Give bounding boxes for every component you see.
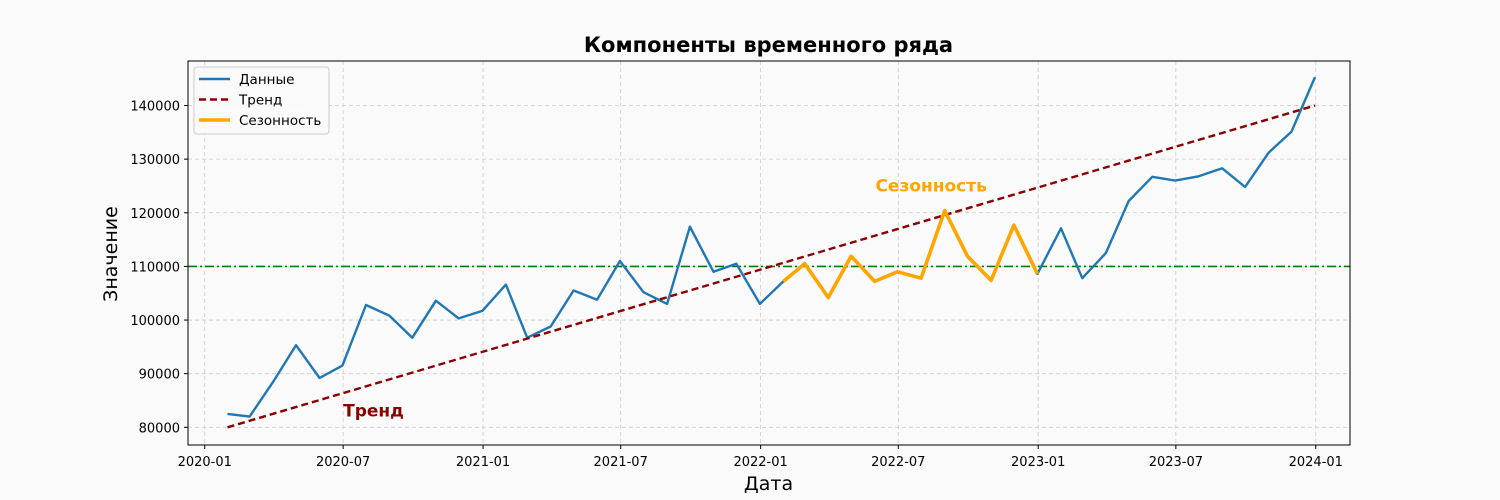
grid — [188, 61, 1350, 445]
x-tick-label: 2020-01 — [178, 455, 232, 470]
legend-label-3: Сезонность — [239, 113, 321, 129]
x-tick-label: 2021-07 — [594, 455, 648, 470]
y-tick-label: 140000 — [130, 100, 180, 115]
ticks: 2020-01 2020-07 2021-01 2021-07 2022-01 2022-… — [130, 100, 1343, 470]
annotations: Тренд Сезонность — [343, 176, 987, 421]
x-tick-label: 2022-01 — [733, 455, 787, 470]
x-axis-title: Дата — [744, 473, 793, 495]
series-layer — [227, 76, 1317, 429]
x-tick-label: 2021-01 — [456, 455, 510, 470]
y-tick-label: 100000 — [130, 314, 180, 329]
y-tick-label: 90000 — [139, 368, 180, 383]
legend: Данные Тренд Сезонность — [193, 66, 330, 135]
legend-label-1: Данные — [239, 72, 294, 88]
series-line-1 — [227, 76, 1317, 418]
x-tick-label: 2020-07 — [316, 455, 370, 470]
chart-title: Компоненты временного ряда — [584, 33, 953, 57]
legend-label-2: Тренд — [238, 93, 282, 109]
y-axis-title: Значение — [100, 206, 122, 302]
y-tick-label: 110000 — [130, 260, 180, 275]
annotation-label: Сезонность — [875, 176, 986, 196]
x-tick-label: 2024-01 — [1289, 455, 1343, 470]
series-line-2 — [227, 104, 1316, 429]
y-tick-label: 120000 — [130, 207, 180, 222]
annotation-label: Тренд — [343, 402, 404, 422]
x-tick-label: 2023-07 — [1149, 455, 1203, 470]
y-tick-label: 80000 — [139, 421, 180, 436]
plot-frame — [187, 60, 1351, 446]
x-tick-label: 2023-01 — [1011, 455, 1065, 470]
series-line-3 — [782, 208, 1040, 300]
y-tick-label: 130000 — [130, 153, 180, 168]
legend-box — [193, 66, 330, 135]
x-tick-label: 2022-07 — [871, 455, 925, 470]
